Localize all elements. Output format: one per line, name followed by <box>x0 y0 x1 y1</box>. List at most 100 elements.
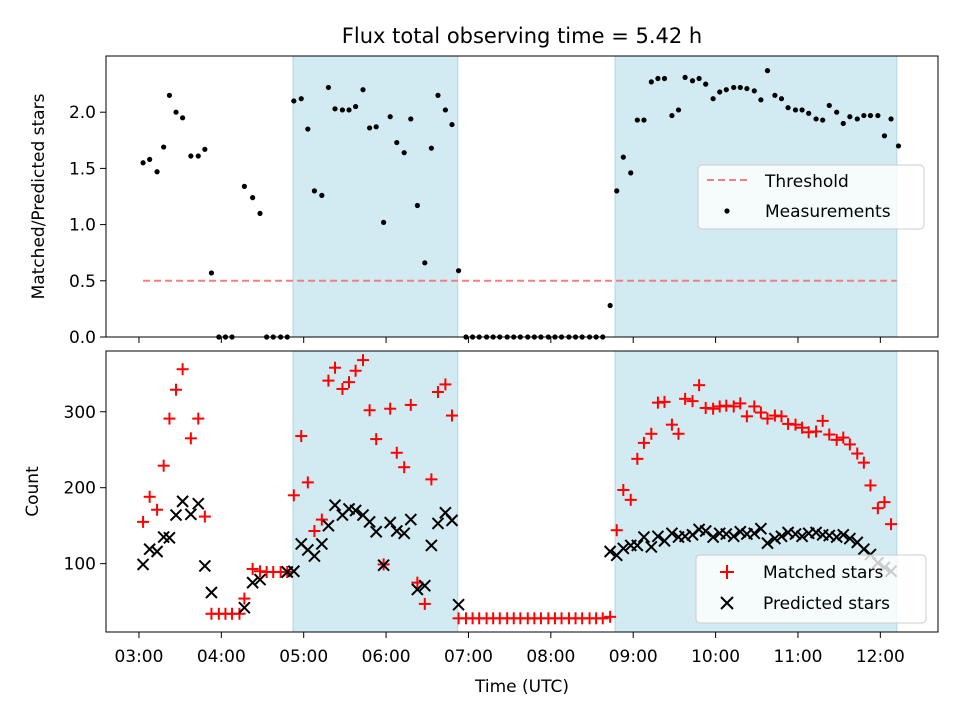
measurement-point <box>208 270 215 276</box>
matched-star-point <box>137 515 150 528</box>
predicted-star-point <box>837 528 850 541</box>
matched-star-point <box>308 524 321 537</box>
y-tick-label: 100 <box>64 555 96 575</box>
measurement-point <box>826 102 832 109</box>
matched-star-point <box>658 395 671 408</box>
bottom-y-axis: 100 200 300 <box>64 403 106 575</box>
measurement-point <box>881 133 888 139</box>
measurement-point <box>764 68 771 74</box>
predicted-star-point <box>192 497 205 510</box>
top-x-axis <box>138 337 881 343</box>
measurement-point <box>607 302 613 309</box>
bottom-x-axis: 03:00 04:00 05:00 06:00 07:00 08:00 09:00 10:00… <box>114 632 905 667</box>
predicted-star-point <box>363 515 376 529</box>
predicted-star-point <box>136 558 150 571</box>
matched-star-point <box>734 397 747 410</box>
matched-star-point <box>363 404 376 417</box>
matched-star-point <box>617 483 630 496</box>
predicted-star-point <box>768 532 782 545</box>
measurement-point <box>442 107 448 113</box>
matched-star-point <box>830 433 843 446</box>
predicted-star-point <box>169 508 183 522</box>
measurement-point <box>291 98 297 104</box>
measurement-point <box>813 116 819 122</box>
matched-star-point <box>238 592 251 605</box>
measurement-point <box>435 92 441 98</box>
measurement-point <box>140 160 146 166</box>
measurement-point <box>332 106 338 112</box>
matched-star-point <box>322 374 335 387</box>
matched-star-point <box>439 378 452 391</box>
measurement-point <box>641 117 647 123</box>
predicted-star-point <box>809 526 823 539</box>
matched-star-point <box>357 354 370 367</box>
measurement-point <box>737 84 743 91</box>
matched-star-point <box>748 400 761 413</box>
predicted-star-point <box>603 545 617 558</box>
matched-star-point <box>816 414 829 427</box>
predicted-star-point <box>781 526 795 539</box>
y-tick-label: 2.0 <box>69 103 96 123</box>
top-panel: 0.00.51.01.52.0 Matched/Predicted stars … <box>29 55 939 348</box>
matched-star-point <box>431 386 444 399</box>
matched-star-point <box>176 363 189 376</box>
matched-star-point <box>163 412 176 425</box>
matched-star-point <box>315 513 328 526</box>
measurement-point <box>628 170 634 176</box>
measurement-point <box>731 84 737 91</box>
matched-star-point <box>871 502 884 515</box>
measurement-point <box>346 107 352 113</box>
legend-measurements-swatch <box>724 208 730 214</box>
measurement-point <box>257 210 263 216</box>
measurement-point <box>854 116 860 122</box>
measurement-point <box>339 107 346 113</box>
predicted-star-point <box>795 530 809 543</box>
matched-star-point <box>810 425 823 438</box>
predicted-star-point <box>328 498 342 512</box>
predicted-star-point <box>205 586 218 599</box>
measurement-point <box>408 116 414 122</box>
measurement-point <box>751 88 757 94</box>
matched-star-point <box>370 433 383 446</box>
measurement-point <box>353 103 359 110</box>
predicted-star-point <box>349 504 362 517</box>
predicted-star-point <box>734 525 747 538</box>
measurement-point <box>820 117 826 123</box>
measurement-point <box>188 153 194 159</box>
measurement-point <box>422 260 428 266</box>
predicted-star-point <box>823 529 836 542</box>
predicted-star-point <box>631 539 644 552</box>
measurement-point <box>367 125 373 131</box>
matched-star-point <box>645 427 658 440</box>
measurement-point <box>717 89 723 95</box>
matched-star-point <box>151 503 164 516</box>
predicted-star-point <box>176 495 189 508</box>
matched-star-point <box>885 518 898 531</box>
top-legend: Threshold Measurements <box>697 164 925 230</box>
measurement-point <box>744 85 750 92</box>
predicted-star-point <box>843 532 857 545</box>
legend-measurements-label: Measurements <box>765 202 891 222</box>
legend-predicted-label: Predicted stars <box>763 594 890 614</box>
predicted-star-point <box>445 514 459 527</box>
matched-star-point <box>198 510 211 523</box>
predicted-star-point <box>377 558 390 572</box>
measurement-point <box>381 219 387 225</box>
matched-star-point <box>596 612 609 625</box>
matched-star-point <box>707 402 720 415</box>
matched-star-point <box>754 406 767 419</box>
matched-star-point <box>295 430 308 443</box>
legend-threshold-label: Threshold <box>764 172 849 192</box>
measurement-point <box>428 145 434 151</box>
measurement-point <box>792 107 799 113</box>
y-tick-label: 1.0 <box>69 216 96 236</box>
measurement-point <box>305 126 311 132</box>
predicted-star-point <box>431 517 445 530</box>
measurement-point <box>173 109 179 115</box>
matched-star-point <box>693 379 706 392</box>
matched-star-point <box>184 432 197 445</box>
legend-predicted-swatch <box>720 596 734 610</box>
matched-star-point <box>843 438 856 451</box>
x-tick-label: 03:00 <box>114 647 163 667</box>
measurement-point <box>298 96 304 102</box>
